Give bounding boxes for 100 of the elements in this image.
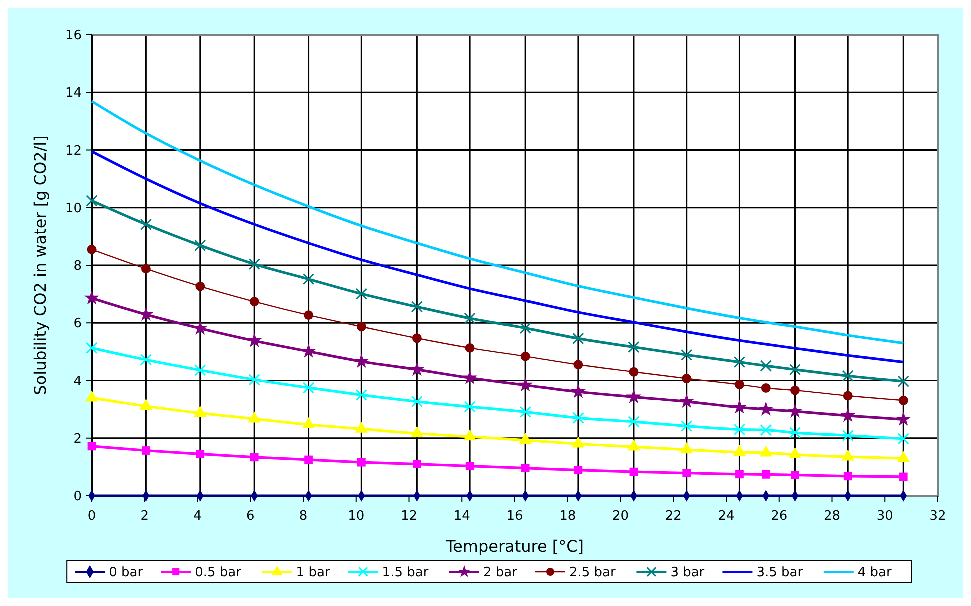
point <box>630 468 638 476</box>
y-tick-label: 4 <box>74 374 82 390</box>
point <box>464 312 476 324</box>
point <box>629 367 639 377</box>
point <box>521 464 530 473</box>
x-tick-label: 14 <box>454 509 470 524</box>
point <box>520 352 530 362</box>
point <box>734 356 746 368</box>
point <box>679 394 694 408</box>
x-tick-label: 2 <box>140 509 150 524</box>
x-tick-label: 20 <box>612 509 630 524</box>
point <box>356 322 366 332</box>
y-tick-label: 2 <box>74 432 82 447</box>
x-tick-label: 32 <box>930 509 946 524</box>
point <box>789 364 802 376</box>
point <box>412 334 422 344</box>
point <box>356 288 368 300</box>
point <box>87 244 97 254</box>
point <box>896 412 912 426</box>
point <box>574 466 583 475</box>
point <box>628 341 640 354</box>
point <box>142 446 150 455</box>
legend-label: 1 bar <box>296 566 331 581</box>
point <box>304 456 313 464</box>
point <box>899 472 908 482</box>
point <box>628 416 640 428</box>
point <box>250 453 259 462</box>
y-axis-title: Solubility CO2 in water [g CO2/l] <box>31 136 50 396</box>
point <box>84 290 100 305</box>
legend-label: 3 bar <box>670 566 706 581</box>
point <box>680 349 693 361</box>
point <box>302 273 315 286</box>
point <box>572 332 584 345</box>
point <box>248 258 260 270</box>
point <box>86 342 98 354</box>
point <box>736 470 744 479</box>
point <box>141 264 151 274</box>
point <box>626 389 642 404</box>
x-tick-label: 0 <box>88 509 96 524</box>
y-tick-label: 12 <box>65 144 82 159</box>
point <box>411 396 424 408</box>
point <box>356 389 368 402</box>
y-tick-label: 10 <box>65 201 82 216</box>
point <box>194 364 206 376</box>
point <box>302 382 315 394</box>
point <box>898 376 910 388</box>
point <box>518 377 534 392</box>
point <box>196 282 206 292</box>
legend-label: 4 bar <box>858 566 893 581</box>
point <box>357 458 366 467</box>
x-tick-label: 10 <box>348 509 365 524</box>
legend-label: 0.5 bar <box>195 566 242 581</box>
point <box>735 380 744 390</box>
point <box>520 406 532 418</box>
point <box>464 401 476 413</box>
point <box>410 362 425 376</box>
y-tick-label: 14 <box>65 86 82 102</box>
point <box>247 333 262 348</box>
point <box>88 442 96 451</box>
point <box>194 240 206 252</box>
legend-label: 2.5 bar <box>570 566 617 581</box>
point <box>758 402 774 416</box>
point <box>762 470 770 479</box>
x-tick-label: 26 <box>771 509 788 524</box>
legend-label: 1.5 bar <box>382 566 430 581</box>
point <box>570 384 586 398</box>
y-tick-label: 16 <box>65 28 82 44</box>
point <box>574 360 584 370</box>
line-series <box>90 150 905 364</box>
x-tick-label: 22 <box>665 509 682 524</box>
x-tick-label: 18 <box>560 509 576 524</box>
point <box>682 469 692 478</box>
point <box>682 374 692 384</box>
x-tick-label: 24 <box>718 509 735 524</box>
point <box>788 404 803 418</box>
y-tick-label: 8 <box>74 259 82 274</box>
point <box>140 354 152 366</box>
line-series <box>90 100 905 345</box>
point <box>465 343 475 353</box>
point <box>898 396 908 406</box>
x-axis-title: Temperature [°C] <box>444 537 584 556</box>
point <box>898 433 910 445</box>
point <box>732 400 748 414</box>
point <box>760 360 772 372</box>
point <box>734 424 746 436</box>
point <box>843 391 853 401</box>
point <box>842 430 854 442</box>
point <box>760 424 772 436</box>
y-tick-label: 6 <box>74 316 82 332</box>
point <box>761 384 771 393</box>
point <box>250 297 260 307</box>
point <box>413 460 422 468</box>
x-tick-label: 4 <box>194 509 202 524</box>
legend-label: 3.5 bar <box>756 566 804 581</box>
point <box>790 386 800 396</box>
x-tick-label: 28 <box>824 509 841 524</box>
y-tick-label: 0 <box>74 490 82 505</box>
point <box>844 472 852 481</box>
legend-label: 2 bar <box>484 566 518 581</box>
point <box>680 420 693 432</box>
